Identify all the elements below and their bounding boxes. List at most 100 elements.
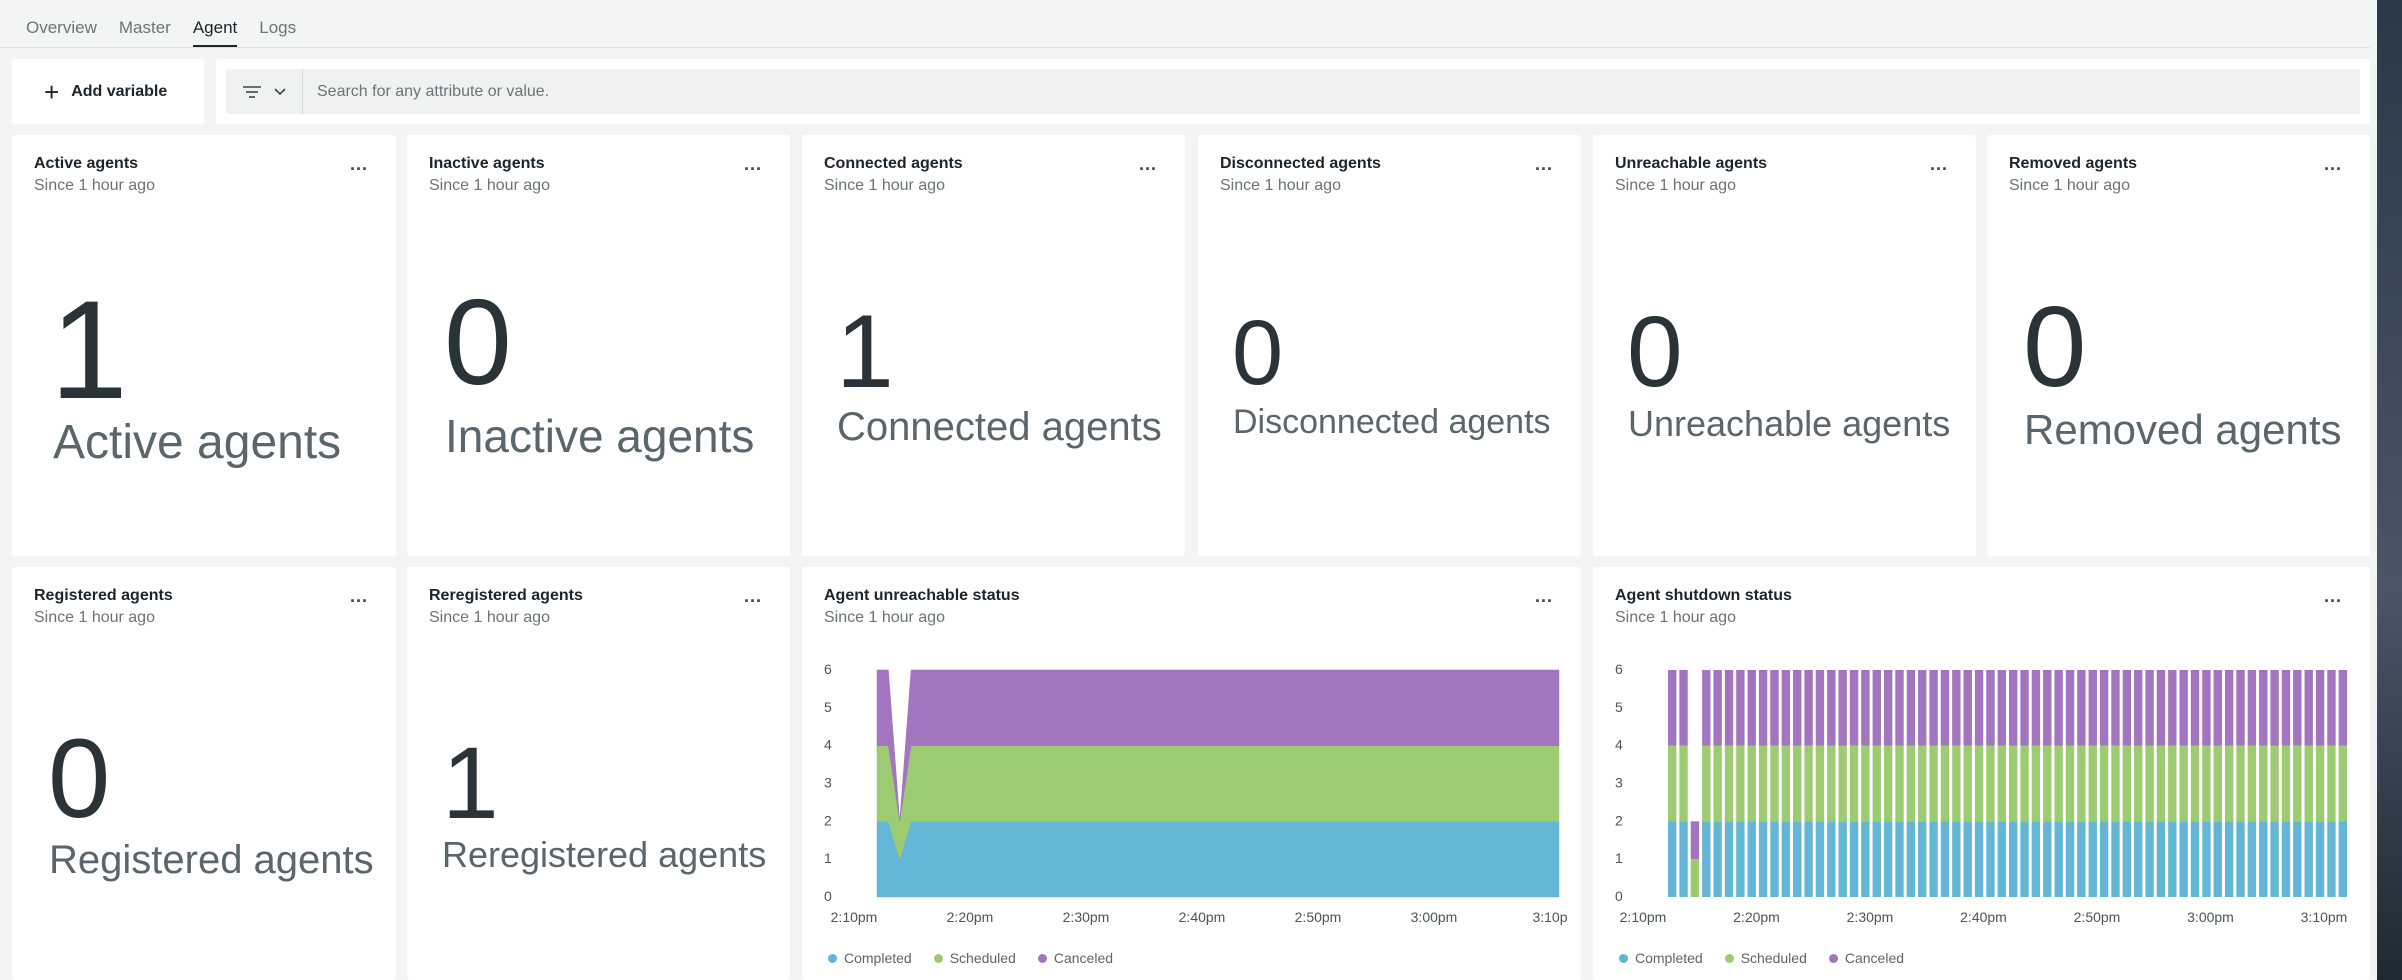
tab-master[interactable]: Master xyxy=(118,18,171,37)
bar-segment-completed[interactable] xyxy=(1815,821,1825,897)
bar-segment-canceled[interactable] xyxy=(1997,670,2006,746)
bar-segment-completed[interactable] xyxy=(1940,821,1950,897)
bar-segment-canceled[interactable] xyxy=(1974,670,1984,746)
bar-segment-scheduled[interactable] xyxy=(2122,745,2132,822)
bar-segment-scheduled[interactable] xyxy=(1804,745,1813,822)
more-options-icon[interactable]: ... xyxy=(349,154,368,174)
more-options-icon[interactable]: ... xyxy=(2323,154,2342,174)
bar-segment-canceled[interactable] xyxy=(2327,670,2336,746)
bar-segment-completed[interactable] xyxy=(2224,821,2234,897)
bar-segment-completed[interactable] xyxy=(1861,821,1870,897)
bar-segment-scheduled[interactable] xyxy=(2099,745,2109,822)
bar-segment-canceled[interactable] xyxy=(1758,670,1768,746)
bar-segment-scheduled[interactable] xyxy=(2259,745,2268,822)
legend-item-scheduled[interactable]: Scheduled xyxy=(933,950,1016,966)
bar-segment-scheduled[interactable] xyxy=(2224,745,2234,822)
bar-segment-canceled[interactable] xyxy=(2054,670,2063,746)
bar-segment-completed[interactable] xyxy=(1827,821,1836,897)
bar-segment-scheduled[interactable] xyxy=(1895,745,1904,822)
bar-segment-scheduled[interactable] xyxy=(1952,745,1961,822)
bar-segment-scheduled[interactable] xyxy=(1940,745,1950,822)
bar-segment-canceled[interactable] xyxy=(2179,670,2188,746)
bar-segment-canceled[interactable] xyxy=(1861,670,1870,746)
bar-segment-scheduled[interactable] xyxy=(1679,745,1688,822)
bar-segment-scheduled[interactable] xyxy=(1849,745,1859,822)
bar-segment-canceled[interactable] xyxy=(2247,670,2257,746)
bar-segment-scheduled[interactable] xyxy=(1724,745,1734,822)
bar-segment-scheduled[interactable] xyxy=(2304,745,2313,822)
bar-segment-completed[interactable] xyxy=(1872,821,1881,897)
bar-segment-completed[interactable] xyxy=(1986,821,1995,897)
bar-segment-scheduled[interactable] xyxy=(2009,745,2018,822)
bar-segment-scheduled[interactable] xyxy=(1918,745,1927,822)
bar-segment-canceled[interactable] xyxy=(2020,670,2029,746)
more-options-icon[interactable]: ... xyxy=(743,154,762,174)
bar-segment-completed[interactable] xyxy=(1918,821,1927,897)
bar-segment-completed[interactable] xyxy=(2009,821,2018,897)
bar-segment-completed[interactable] xyxy=(1952,821,1961,897)
bar-segment-canceled[interactable] xyxy=(2304,670,2313,746)
bar-segment-scheduled[interactable] xyxy=(1974,745,1984,822)
bar-segment-completed[interactable] xyxy=(2293,821,2302,897)
bar-segment-canceled[interactable] xyxy=(1986,670,1995,746)
bar-segment-scheduled[interactable] xyxy=(2145,745,2154,822)
bar-segment-completed[interactable] xyxy=(1793,821,1802,897)
bar-segment-scheduled[interactable] xyxy=(2065,745,2075,822)
more-options-icon[interactable]: ... xyxy=(1929,154,1948,174)
bar-segment-completed[interactable] xyxy=(2111,821,2120,897)
bar-segment-completed[interactable] xyxy=(2145,821,2154,897)
bar-segment-canceled[interactable] xyxy=(1702,670,1711,746)
bar-segment-completed[interactable] xyxy=(2077,821,2086,897)
bar-segment-completed[interactable] xyxy=(2304,821,2313,897)
bar-segment-canceled[interactable] xyxy=(1736,670,1745,746)
bar-segment-completed[interactable] xyxy=(2259,821,2268,897)
bar-segment-canceled[interactable] xyxy=(1770,670,1779,746)
bar-segment-completed[interactable] xyxy=(1781,821,1791,897)
bar-segment-canceled[interactable] xyxy=(1838,670,1847,746)
bar-segment-canceled[interactable] xyxy=(1679,670,1688,746)
bar-segment-scheduled[interactable] xyxy=(2236,745,2245,822)
bar-segment-scheduled[interactable] xyxy=(1747,745,1756,822)
bar-segment-completed[interactable] xyxy=(1804,821,1813,897)
bar-segment-scheduled[interactable] xyxy=(1838,745,1847,822)
bar-segment-completed[interactable] xyxy=(1724,821,1734,897)
tab-agent[interactable]: Agent xyxy=(192,18,238,48)
bar-segment-canceled[interactable] xyxy=(1690,821,1700,860)
bar-segment-completed[interactable] xyxy=(2281,821,2291,897)
bar-segment-completed[interactable] xyxy=(1747,821,1756,897)
more-options-icon[interactable]: ... xyxy=(1138,154,1157,174)
bar-segment-completed[interactable] xyxy=(2315,821,2325,897)
more-options-icon[interactable]: ... xyxy=(743,586,762,606)
bar-segment-scheduled[interactable] xyxy=(1906,745,1916,822)
bar-segment-canceled[interactable] xyxy=(2338,670,2347,746)
bar-segment-completed[interactable] xyxy=(1963,821,1972,897)
bar-segment-scheduled[interactable] xyxy=(2179,745,2188,822)
bar-segment-completed[interactable] xyxy=(1929,821,1938,897)
bar-segment-scheduled[interactable] xyxy=(1702,745,1711,822)
bar-segment-scheduled[interactable] xyxy=(1815,745,1825,822)
bar-segment-canceled[interactable] xyxy=(2281,670,2291,746)
bar-segment-scheduled[interactable] xyxy=(2031,745,2041,822)
bar-segment-scheduled[interactable] xyxy=(1827,745,1836,822)
bar-segment-scheduled[interactable] xyxy=(1997,745,2006,822)
bar-segment-scheduled[interactable] xyxy=(1690,859,1700,897)
legend-item-scheduled[interactable]: Scheduled xyxy=(1724,950,1807,966)
bar-segment-scheduled[interactable] xyxy=(2020,745,2029,822)
area-canceled[interactable] xyxy=(876,669,1560,822)
bar-segment-canceled[interactable] xyxy=(2031,670,2041,746)
bar-segment-scheduled[interactable] xyxy=(1668,745,1677,822)
bar-segment-completed[interactable] xyxy=(1974,821,1984,897)
legend-item-canceled[interactable]: Canceled xyxy=(1037,950,1113,966)
bar-segment-canceled[interactable] xyxy=(1781,670,1791,746)
bar-segment-scheduled[interactable] xyxy=(1713,745,1722,822)
bar-segment-completed[interactable] xyxy=(2054,821,2063,897)
search-input[interactable] xyxy=(303,69,2360,114)
bar-segment-canceled[interactable] xyxy=(2190,670,2200,746)
bar-segment-completed[interactable] xyxy=(2065,821,2075,897)
bar-segment-canceled[interactable] xyxy=(1895,670,1904,746)
bar-segment-canceled[interactable] xyxy=(2088,670,2097,746)
bar-segment-scheduled[interactable] xyxy=(1758,745,1768,822)
bar-segment-canceled[interactable] xyxy=(1804,670,1813,746)
bar-segment-completed[interactable] xyxy=(1906,821,1916,897)
bar-segment-completed[interactable] xyxy=(2190,821,2200,897)
